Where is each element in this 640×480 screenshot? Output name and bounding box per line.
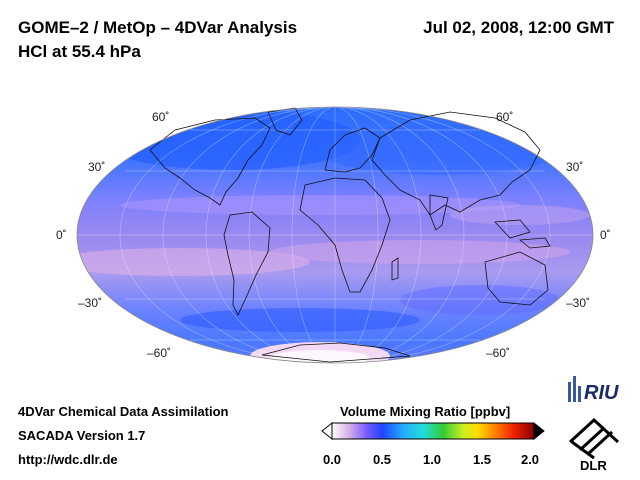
lat-label-right-30s: –30˚ — [566, 296, 591, 310]
date-label: Jul 02, 2008, 12:00 GMT — [423, 18, 614, 37]
lat-label-right-30n: 30˚ — [566, 160, 584, 174]
map-field — [77, 107, 593, 363]
title-line2: HCl at 55.4 hPa — [18, 42, 141, 61]
riu-logo-mark: RIU — [568, 376, 619, 404]
lat-label-left-0: 0˚ — [56, 228, 67, 242]
dlr-logo: DLR — [562, 412, 626, 473]
colorbar-tick-1: 0.5 — [372, 452, 392, 467]
footer-url: http://wdc.dlr.de — [18, 452, 118, 467]
lat-label-left-60s: –60˚ — [147, 346, 172, 360]
footer-line2: SACADA Version 1.7 — [18, 428, 146, 443]
colorbar-tick-4: 2.0 — [520, 452, 540, 467]
title-line1: GOME–2 / MetOp – 4DVar Analysis — [18, 18, 298, 37]
colorbar-tick-2: 1.0 — [422, 452, 442, 467]
footer-line1: 4DVar Chemical Data Assimilation — [18, 404, 229, 419]
lat-label-left-60n: 60˚ — [152, 110, 170, 124]
colorbar-gradient — [331, 422, 535, 440]
riu-logo: RIU — [566, 372, 630, 406]
lat-label-right-60s: –60˚ — [486, 346, 511, 360]
lat-label-right-0: 0˚ — [600, 228, 611, 242]
lat-label-left-30s: –30˚ — [78, 296, 103, 310]
map-outline — [76, 106, 594, 364]
colorbar — [321, 421, 545, 441]
world-map — [76, 106, 594, 364]
colorbar-tick-3: 1.5 — [472, 452, 492, 467]
colorbar-title: Volume Mixing Ratio [ppbv] — [340, 404, 511, 419]
dlr-logo-text: DLR — [580, 458, 607, 472]
colorbar-min-arrow — [321, 421, 333, 441]
colorbar-tick-0: 0.0 — [322, 452, 342, 467]
colorbar-max-arrow — [533, 421, 545, 441]
riu-logo-text: RIU — [584, 382, 619, 404]
lat-label-right-60n: 60˚ — [496, 110, 514, 124]
dlr-logo-mark: DLR — [568, 417, 620, 473]
lat-label-left-30n: 30˚ — [88, 160, 106, 174]
